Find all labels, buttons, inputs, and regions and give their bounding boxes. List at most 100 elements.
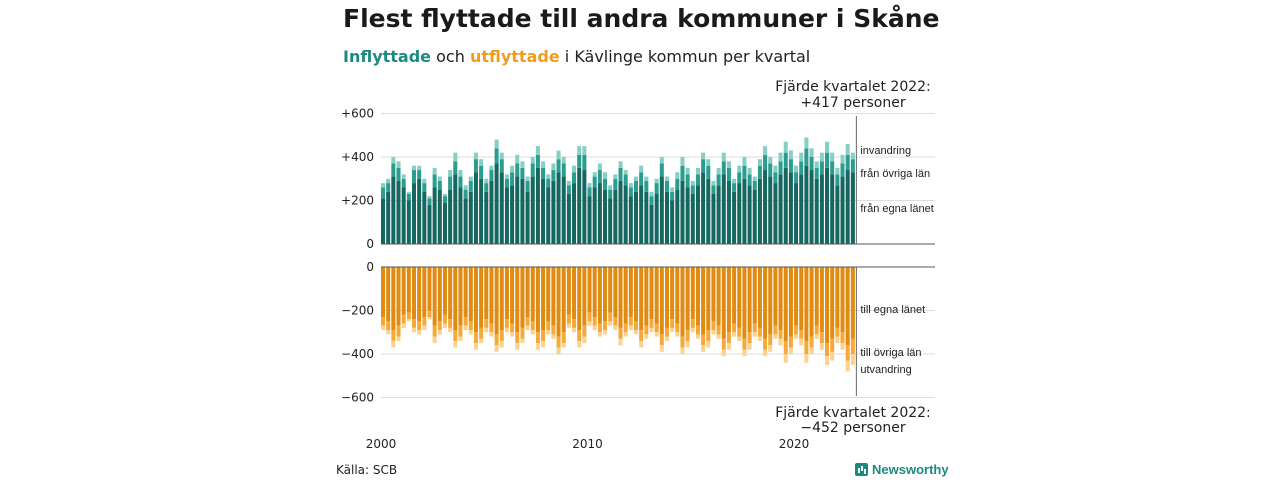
outflow-bar-segment <box>442 323 447 328</box>
outflow-bar-segment <box>417 330 422 335</box>
outflow-bar-segment <box>381 325 386 331</box>
inflow-bar-segment <box>757 178 762 244</box>
inflow-bar-segment <box>778 161 783 175</box>
outflow-bar-segment <box>716 334 721 339</box>
outflow-bar-segment <box>442 267 447 315</box>
outflow-bar-segment <box>768 267 773 335</box>
outflow-bar-segment <box>499 330 504 341</box>
y-tick-label: +200 <box>341 194 374 208</box>
outflow-bar-segment <box>546 267 551 322</box>
inflow-bar-segment <box>442 196 447 203</box>
inflow-bar-segment <box>468 180 473 192</box>
outflow-bar-segment <box>381 317 386 326</box>
outflow-bar-segment <box>639 267 644 331</box>
outflow-bar-segment <box>721 338 726 350</box>
outflow-bar-segment <box>623 332 628 337</box>
inflow-bar-segment <box>411 170 417 184</box>
inflow-bar-segment <box>510 185 515 245</box>
x-tick-label: 2000 <box>366 437 397 451</box>
inflow-bar-segment <box>721 174 726 244</box>
outflow-bar-segment <box>659 345 664 352</box>
series-label: från egna länet <box>860 203 933 215</box>
inflow-bar-segment <box>649 204 654 244</box>
subtitle-inflow: Inflyttade <box>343 47 432 66</box>
outflow-bar-segment <box>515 343 520 350</box>
outflow-bar-segment <box>799 338 804 346</box>
inflow-bar-segment <box>639 165 644 173</box>
inflow-bar-segment <box>706 165 711 179</box>
outflow-bar-segment <box>551 267 556 326</box>
outflow-bar-segment <box>804 267 809 341</box>
inflow-bar-segment <box>711 180 716 186</box>
inflow-bar-segment <box>778 174 783 244</box>
outflow-bar-segment <box>489 323 494 333</box>
inflow-bar-segment <box>592 176 597 188</box>
outflow-bar-segment <box>566 267 571 315</box>
inflow-bar-segment <box>695 167 700 175</box>
outflow-bar-segment <box>680 267 685 337</box>
outflow-bar-segment <box>592 267 597 318</box>
outflow-bar-segment <box>406 267 411 313</box>
outflow-bar-segment <box>603 321 608 331</box>
outflow-bar-segment <box>732 323 737 333</box>
inflow-bar-segment <box>442 202 447 245</box>
outflow-bar-segment <box>752 332 757 337</box>
inflow-bar-segment <box>453 174 458 244</box>
outflow-bar-segment <box>659 267 664 335</box>
outflow-bar-segment <box>649 319 654 328</box>
outflow-bar-segment <box>763 338 768 350</box>
inflow-bar-segment <box>592 187 597 244</box>
outflow-bar-segment <box>737 336 742 341</box>
outflow-bar-segment <box>768 345 773 352</box>
inflow-bar-segment <box>468 191 473 244</box>
inflow-bar-segment <box>763 170 768 244</box>
inflow-bar-segment <box>721 161 726 175</box>
outflow-bar-segment <box>680 347 685 355</box>
outflow-bar-segment <box>608 312 613 322</box>
inflow-bar-segment <box>654 183 659 194</box>
subtitle-rest: i Kävlinge kommun per kvartal <box>564 47 811 66</box>
inflow-bar-segment <box>737 172 742 184</box>
inflow-bar-segment <box>577 154 582 168</box>
outflow-bar-segment <box>432 325 437 337</box>
outflow-bar-segment <box>479 338 484 344</box>
inflow-bar-segment <box>732 183 737 192</box>
outflow-bar-segment <box>448 319 453 328</box>
outflow-bar-segment <box>685 340 690 348</box>
outflow-bar-segment <box>417 321 422 331</box>
inflow-bar-segment <box>649 196 654 205</box>
inflow-bar-segment <box>726 161 731 168</box>
outflow-bar-segment <box>737 327 742 337</box>
outflow-bar-segment <box>499 340 504 348</box>
outflow-bar-segment <box>520 267 525 328</box>
outflow-bar-segment <box>850 267 855 339</box>
outflow-bar-segment <box>535 267 540 333</box>
inflow-bar-segment <box>830 152 835 162</box>
outflow-bar-segment <box>561 332 566 344</box>
outflow-bar-segment <box>577 340 582 348</box>
inflow-bar-segment <box>530 157 535 164</box>
inflow-bar-segment <box>664 180 669 192</box>
outflow-bar-segment <box>587 267 592 313</box>
outflow-bar-segment <box>840 332 845 344</box>
outflow-bar-segment <box>603 267 608 322</box>
outflow-bar-segment <box>608 267 613 313</box>
inflow-bar-segment <box>582 146 587 155</box>
inflow-bar-segment <box>484 178 489 184</box>
outflow-bar-segment <box>510 267 515 324</box>
inflow-bar-segment <box>546 178 551 188</box>
inflow-bar-segment <box>768 157 773 164</box>
inflow-bar-segment <box>541 178 546 244</box>
inflow-bar-segment <box>670 200 675 244</box>
inflow-bar-segment <box>515 163 520 177</box>
inflow-bar-segment <box>711 193 716 244</box>
inflow-bar-segment <box>799 161 804 175</box>
outflow-bar-segment <box>778 338 783 346</box>
inflow-bar-segment <box>628 196 633 244</box>
outflow-bar-segment <box>664 336 669 341</box>
inflow-bar-segment <box>644 191 649 244</box>
inflow-bar-segment <box>525 176 530 181</box>
y-tick-label: −200 <box>341 304 374 318</box>
y-tick-label: −400 <box>341 347 374 361</box>
outflow-bar-segment <box>484 267 489 320</box>
